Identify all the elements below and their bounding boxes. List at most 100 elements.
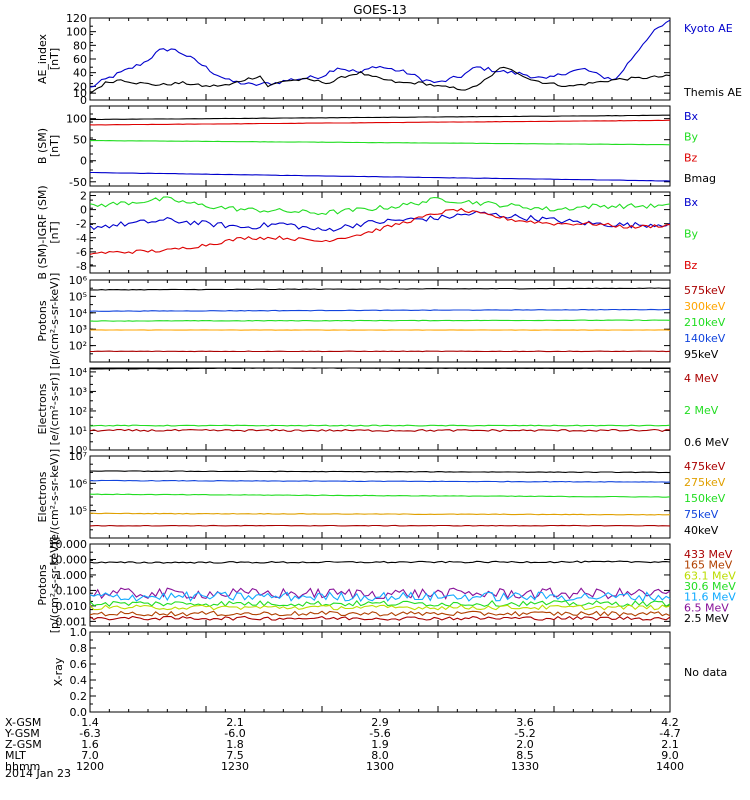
legend-entry: Themis AE bbox=[683, 86, 742, 99]
ephemeris-label: MLT bbox=[5, 749, 26, 762]
y-tick-label: 10³ bbox=[69, 323, 87, 336]
series-line-0.6-mev bbox=[89, 367, 670, 370]
plot-title: GOES-13 bbox=[353, 3, 407, 17]
y-tick-label: 10⁶ bbox=[69, 477, 88, 490]
legend-entry: Bx bbox=[684, 110, 699, 123]
legend-entry: 95keV bbox=[684, 348, 719, 361]
y-tick-label: -8 bbox=[76, 260, 87, 273]
ephemeris-value: 3.6 bbox=[516, 716, 534, 729]
ephemeris-value: 1330 bbox=[511, 760, 539, 773]
y-tick-label: 0.6 bbox=[70, 658, 88, 671]
y-tick-label: 10⁰ bbox=[69, 444, 88, 457]
legend-entry: 2.5 MeV bbox=[684, 612, 729, 625]
ephemeris-label: X-GSM bbox=[5, 716, 41, 729]
legend-entry: Bx bbox=[684, 196, 699, 209]
ephemeris-value: 4.2 bbox=[661, 716, 679, 729]
legend-entry: By bbox=[684, 228, 699, 241]
legend-entry: 475keV bbox=[684, 460, 726, 473]
y-tick-label: 0 bbox=[80, 155, 87, 168]
panel-protons1: 10² 10³ 10⁴ 10⁵ 10⁶ Protons [p/(cm²-s-sr-keV)]… bbox=[36, 273, 726, 370]
ephemeris-value: 2.0 bbox=[516, 738, 534, 751]
series-line-by bbox=[89, 139, 671, 146]
panel-electrons2: 10⁵ 10⁶ 10⁷ Electrons [e/(cm²-s-sr-keV)] 475k… bbox=[36, 449, 726, 545]
y-tick-label: 1.000 bbox=[56, 569, 88, 582]
legend-entry: 575keV bbox=[684, 284, 726, 297]
y-tick-label: -6 bbox=[76, 246, 87, 259]
legend-entry: No data bbox=[684, 666, 727, 679]
series-line-30.6-mev bbox=[89, 599, 671, 608]
legend-entry: 0.6 MeV bbox=[684, 436, 729, 449]
ephemeris-value: 2.1 bbox=[661, 738, 679, 751]
legend-entry: Bz bbox=[684, 259, 698, 272]
y-tick-label: -4 bbox=[76, 232, 87, 245]
y-tick-label: 10² bbox=[69, 405, 87, 418]
legend-entry: 11.6 MeV bbox=[684, 591, 736, 604]
y-axis-label: AE_index bbox=[36, 33, 49, 84]
y-tick-label: 120 bbox=[66, 12, 87, 25]
panel-frame bbox=[89, 543, 671, 627]
y-axis-label: [nT] bbox=[48, 48, 61, 70]
series-line-4-mev bbox=[89, 428, 671, 432]
y-tick-label: 60 bbox=[73, 53, 87, 66]
legend-entry: 210keV bbox=[684, 316, 726, 329]
y-tick-label: 10.000 bbox=[49, 538, 88, 551]
y-tick-label: 20 bbox=[73, 80, 87, 93]
y-axis-label: [nT] bbox=[48, 221, 61, 243]
y-axis-label: [nT] bbox=[48, 135, 61, 157]
ephemeris-value: 8.0 bbox=[371, 749, 389, 762]
legend-entry: By bbox=[684, 131, 699, 144]
series-line-75kev bbox=[89, 479, 671, 483]
y-tick-label: 0.001 bbox=[56, 615, 88, 628]
legend-entry: Bz bbox=[684, 151, 698, 164]
y-tick-label: 40 bbox=[73, 67, 87, 80]
y-tick-label: 10⁵ bbox=[69, 290, 87, 303]
y-tick-label: 10⁵ bbox=[69, 505, 87, 518]
panel-frame bbox=[89, 367, 671, 451]
legend-entry: 30.6 MeV bbox=[684, 580, 736, 593]
series-line-themis-ae bbox=[89, 66, 671, 95]
y-tick-label: 10⁶ bbox=[69, 274, 88, 287]
panel-frame bbox=[89, 191, 671, 274]
y-tick-label: 10⁷ bbox=[69, 450, 87, 463]
ephemeris-value: 2.1 bbox=[226, 716, 244, 729]
y-axis-label: [p/(cm²-s-sr-keV)] bbox=[48, 537, 61, 634]
ephemeris-value: 2.9 bbox=[371, 716, 389, 729]
ephemeris-value: -6.0 bbox=[224, 727, 245, 740]
series-line-433-mev bbox=[89, 615, 671, 621]
ephemeris-value: 1230 bbox=[221, 760, 249, 773]
series-line-bz bbox=[89, 207, 671, 255]
y-tick-label: 0 bbox=[80, 94, 87, 107]
series-line-11.6-mev bbox=[89, 591, 671, 603]
legend-entry: 165 MeV bbox=[684, 559, 733, 572]
series-line-575kev bbox=[89, 350, 671, 353]
y-tick-label: 2 bbox=[80, 190, 87, 203]
ephemeris-label: hhmm bbox=[5, 760, 40, 773]
ephemeris-value: 8.5 bbox=[516, 749, 534, 762]
y-tick-label: 0.2 bbox=[70, 690, 88, 703]
ephemeris-value: 9.0 bbox=[661, 749, 679, 762]
date-label: 2014 Jan 23 bbox=[5, 767, 71, 780]
series-line-2.5-mev bbox=[89, 560, 671, 564]
legend-entry: 2 MeV bbox=[684, 404, 719, 417]
legend-entry: 4 MeV bbox=[684, 372, 719, 385]
y-tick-label: -2 bbox=[76, 218, 87, 231]
y-tick-label: 0.100 bbox=[56, 584, 88, 597]
series-line-140kev bbox=[89, 308, 671, 312]
panel-frame bbox=[89, 631, 671, 713]
ephemeris-value: 7.5 bbox=[226, 749, 244, 762]
ephemeris-value: 1.8 bbox=[226, 738, 244, 751]
y-axis-label: Protons bbox=[36, 300, 49, 341]
y-axis-label: B (SM) bbox=[36, 128, 49, 164]
series-line-210kev bbox=[89, 319, 671, 322]
y-axis-label: B (SM)-IGRF (SM) bbox=[36, 185, 49, 279]
legend-entry: 75keV bbox=[684, 508, 719, 521]
y-axis-label: Electrons bbox=[36, 471, 49, 522]
series-line-bz bbox=[89, 119, 671, 126]
y-tick-label: 10¹ bbox=[69, 424, 87, 437]
y-tick-label: 10 bbox=[73, 87, 87, 100]
series-line-165-mev bbox=[89, 610, 671, 617]
y-tick-label: 0.8 bbox=[70, 642, 88, 655]
y-tick-label: 0.4 bbox=[70, 674, 88, 687]
